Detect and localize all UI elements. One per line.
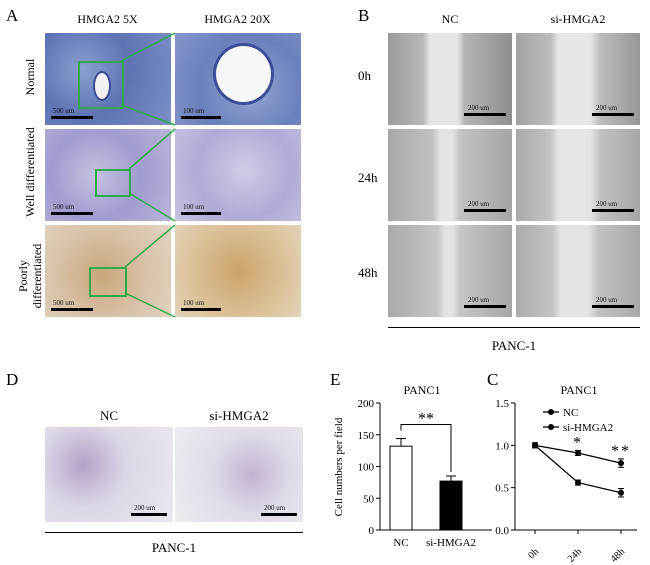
d-header-si: si-HMGA2 (209, 408, 269, 423)
d-scale-text: 200 um (264, 504, 286, 512)
chart-c-legend-label: si-HMGA2 (563, 422, 613, 434)
chart-c-point (575, 479, 581, 486)
b-header-si: si-HMGA2 (550, 12, 606, 26)
chart-e-y-tick-label: 0 (369, 525, 375, 537)
chart-c-y-tick-label: 1.0 (495, 440, 509, 452)
chart-e-x-tick-label: si-HMGA2 (426, 537, 476, 549)
chart-c-title: PANC1 (561, 383, 598, 397)
b-cell-line: PANC-1 (491, 338, 537, 353)
d-tile-si: 200 um (175, 427, 303, 522)
chart-e-sig-bracket (400, 424, 452, 473)
b-scale-text: 200 um (596, 200, 618, 208)
d-underline (45, 532, 303, 533)
a-scale-text: 100 um (183, 107, 205, 115)
chart-c-legend-label: NC (563, 407, 578, 419)
b-row-label-0h: 0h (358, 68, 371, 83)
chart-c-point (618, 489, 624, 496)
chart-c-significance: * (573, 434, 583, 451)
d-scale-text: 200 um (134, 504, 156, 512)
b-scale-text: 200 um (468, 200, 490, 208)
chart-e-title: PANC1 (404, 383, 441, 397)
chart-e-y-tick-label: 100 (358, 462, 375, 474)
d-tile-nc: 200 um (45, 427, 173, 522)
a-tile-poorly-20x: 100 um (175, 225, 301, 317)
b-tile-nc-48h: 200 um (388, 225, 512, 317)
b-tile-si-0h: 200 um (516, 33, 640, 125)
b-header-nc: NC (441, 12, 459, 26)
chart-e-y-tick-label: 50 (363, 493, 375, 505)
chart-e-y-label: Cell numbers per field (333, 417, 345, 516)
b-row-label-48h: 48h (358, 265, 378, 280)
a-tile-poorly-5x: 500 um (45, 225, 171, 317)
b-scale-text: 200 um (596, 296, 618, 304)
chart-e-x-tick-label: NC (393, 537, 408, 549)
chart-c-y-tick-label: 1.5 (495, 398, 509, 410)
panel-label-c: C (487, 370, 499, 389)
chart-e-y-tick-label: 150 (358, 430, 375, 442)
chart-c-x-tick-label: 0h (526, 546, 541, 561)
chart-c-legend-marker (548, 424, 554, 430)
a-scale-text: 500 um (53, 107, 75, 115)
b-tile-si-24h: 200 um (516, 129, 640, 221)
a-scale-text: 100 um (183, 299, 205, 307)
panel-label-e: E (330, 370, 341, 389)
a-header-5x: HMGA2 5X (77, 12, 138, 26)
d-cell-line: PANC-1 (151, 540, 197, 555)
chart-c-y-tick-label: 0.0 (495, 525, 509, 537)
chart-c-x-tick-label: 48h (609, 546, 627, 564)
chart-e: PANC1 0 50 100 150 200 Cell numbers per field N… (333, 383, 492, 549)
chart-c-point (618, 460, 624, 467)
panel-label-d: D (6, 370, 19, 389)
chart-c-legend-marker (548, 409, 554, 415)
chart-e-bar (389, 445, 413, 531)
b-scale-text: 200 um (596, 104, 618, 112)
chart-e-significance: ** (418, 411, 434, 428)
chart-c-y-tick-label: 0.5 (495, 483, 509, 495)
b-scale-text: 200 um (468, 296, 490, 304)
chart-c-x-tick-label: 24h (566, 546, 584, 564)
b-underline (388, 327, 640, 328)
a-scale-text: 500 um (53, 299, 75, 307)
a-tile-normal-20x: 100 um (175, 33, 301, 125)
a-tile-normal-5x: 500 um (45, 33, 171, 125)
d-header-nc: NC (99, 408, 119, 423)
b-scale-text: 200 um (468, 104, 490, 112)
b-row-label-24h: 24h (358, 170, 378, 185)
a-scale-text: 100 um (183, 203, 205, 211)
chart-e-y-tick-label: 200 (358, 398, 375, 410)
b-tile-nc-24h: 200 um (388, 129, 512, 221)
chart-c-significance: ** (611, 443, 631, 460)
b-tile-nc-0h: 200 um (388, 33, 512, 125)
panel-label-a: A (6, 6, 19, 25)
a-tile-well-20x: 100 um (175, 129, 301, 221)
panel-label-b: B (358, 6, 370, 25)
a-header-20x: HMGA2 20X (204, 12, 271, 26)
chart-e-bar (439, 480, 463, 531)
a-scale-text: 500 um (53, 203, 75, 211)
a-zoom-lines (120, 32, 176, 318)
chart-c-point (532, 442, 538, 449)
b-tile-si-48h: 200 um (516, 225, 640, 317)
chart-c-point (575, 449, 581, 456)
